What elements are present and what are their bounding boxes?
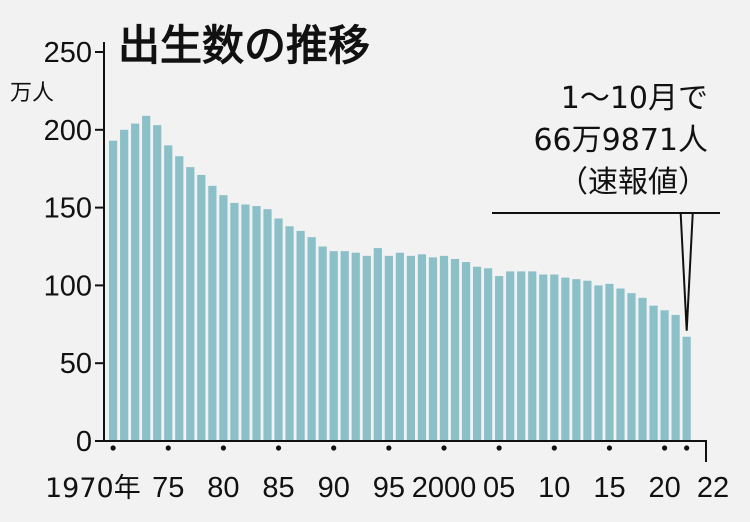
bar-1999: [428, 257, 438, 441]
bar-series: [109, 115, 691, 442]
bar-1980: [219, 195, 228, 441]
bar-2002: [461, 262, 471, 441]
bar-2008: [528, 271, 537, 441]
bar-1983: [252, 206, 261, 441]
bar-1981: [230, 202, 239, 441]
bar-2017: [627, 293, 636, 441]
annotation-leader-line: [679, 213, 694, 331]
bar-2001: [450, 258, 460, 441]
bar-1973: [142, 115, 151, 442]
x-tick-label: 85: [262, 472, 294, 504]
bar-1998: [417, 254, 427, 441]
y-tick-label: 200: [44, 115, 92, 147]
bar-2015: [605, 283, 614, 441]
bar-1987: [296, 230, 305, 441]
annotation-line-1: 1～10月で: [561, 81, 708, 116]
y-tick-label: 0: [76, 426, 92, 458]
x-tick-label: 2000: [412, 472, 477, 504]
y-axis: 250 200 150 100 50 0: [44, 37, 105, 458]
bar-1978: [197, 174, 206, 442]
bar-1992: [351, 252, 360, 441]
y-tick-label: 100: [44, 270, 92, 302]
bar-1996: [395, 252, 404, 441]
bar-2000: [439, 255, 449, 441]
bar-2019: [649, 305, 658, 441]
bar-1993: [362, 255, 371, 441]
bar-2009: [539, 274, 548, 441]
y-unit-label: 万人: [10, 81, 54, 106]
x-tick-dot: [684, 445, 690, 451]
y-tick-label: 50: [60, 348, 92, 380]
bar-2005: [495, 276, 504, 441]
x-tick-label: 10: [538, 472, 570, 504]
x-tick-dot: [386, 445, 392, 451]
bar-1979: [208, 185, 217, 441]
annotation-line-2: 66万9871人: [533, 123, 708, 158]
bar-2020: [660, 310, 669, 441]
x-tick-label: 75: [152, 472, 184, 504]
x-tick-label: 05: [483, 472, 515, 504]
bar-1985: [274, 218, 283, 441]
x-tick-dot: [165, 445, 171, 451]
bar-1970: [109, 140, 118, 441]
bar-1990: [329, 251, 338, 441]
x-tick-label: 95: [373, 472, 405, 504]
bar-2018: [638, 297, 647, 441]
bar-2010: [550, 274, 559, 441]
bar-1982: [241, 204, 250, 441]
bar-1995: [384, 255, 393, 441]
bar-1997: [406, 255, 416, 441]
bar-1972: [131, 123, 140, 441]
x-tick-dot: [441, 445, 447, 451]
x-tick-label: 90: [318, 472, 350, 504]
x-tick-label: 20: [648, 472, 680, 504]
bar-1971: [120, 129, 129, 442]
bar-1977: [186, 167, 195, 441]
x-tick-dot: [662, 445, 668, 451]
bar-2016: [616, 288, 625, 441]
bar-2022: [682, 336, 691, 441]
x-tick-dot: [551, 445, 557, 451]
x-tick-dot: [331, 445, 337, 451]
bar-2014: [594, 285, 603, 441]
bar-2007: [517, 271, 526, 441]
x-tick-dot: [606, 445, 613, 451]
bar-1994: [373, 248, 382, 441]
bar-2004: [484, 268, 493, 441]
x-tick-dot: [110, 445, 116, 451]
x-tick-label: 80: [207, 472, 239, 504]
bar-1984: [263, 209, 272, 441]
y-tick-label: 150: [44, 193, 92, 225]
x-tick-dot: [275, 445, 282, 451]
bar-1974: [153, 125, 162, 441]
bar-2021: [671, 314, 680, 441]
annotation: 1～10月で 66万9871人 （速報値）: [492, 81, 720, 331]
x-tick-label: 15: [593, 472, 625, 504]
x-axis: 1970年 75 80 85 90 95 2000 05 10 15 20 22: [45, 440, 729, 504]
bar-1988: [307, 237, 316, 441]
x-tick-label: 22: [697, 472, 729, 504]
bar-2006: [506, 271, 515, 441]
bar-2013: [583, 280, 592, 441]
bar-2012: [572, 279, 581, 441]
bar-1976: [175, 156, 184, 441]
bar-1989: [318, 246, 327, 441]
x-tick-dot: [496, 445, 502, 451]
bar-1975: [164, 145, 173, 442]
y-tick-label: 250: [44, 37, 92, 69]
x-tick-dot: [220, 445, 226, 451]
annotation-line-3: （速報値）: [558, 165, 708, 200]
x-axis-end-bracket: [688, 440, 707, 462]
chart-title: 出生数の推移: [118, 21, 370, 70]
x-tick-label: 1970年: [45, 473, 141, 504]
bar-1986: [285, 226, 294, 441]
bar-2003: [472, 266, 482, 441]
bar-1991: [340, 251, 349, 441]
bar-2011: [561, 277, 570, 441]
